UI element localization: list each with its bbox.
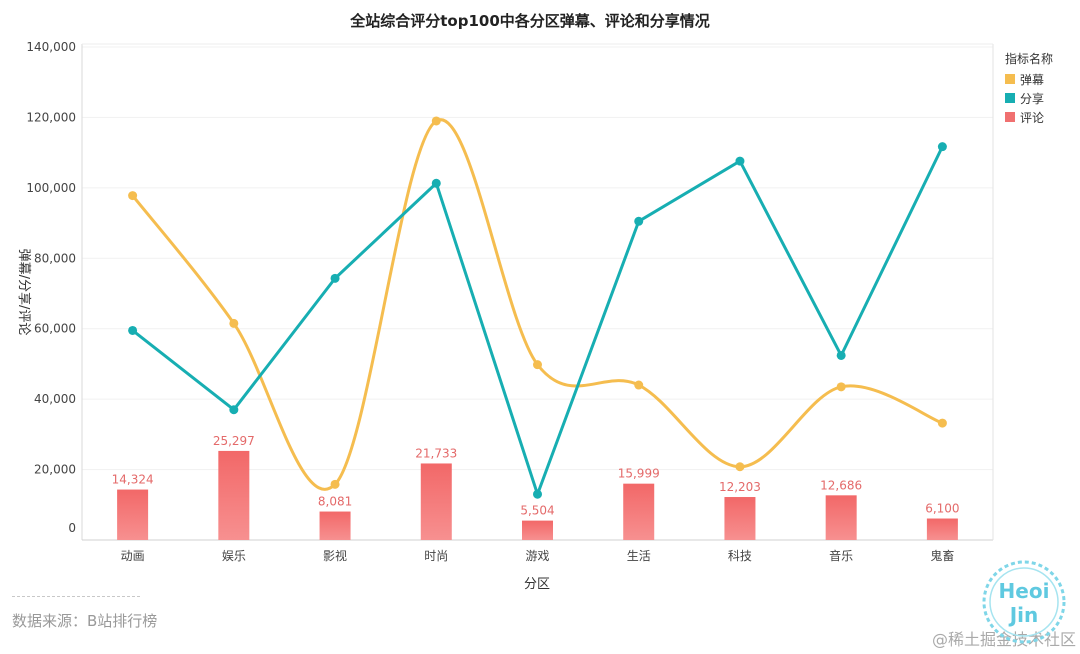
series-point bbox=[533, 360, 542, 370]
series-point bbox=[836, 382, 846, 392]
series-point bbox=[431, 178, 441, 188]
x-axis-ticks: 动画 娱乐 影视 时尚 游戏 生活 科技 音乐 鬼畜 bbox=[121, 548, 955, 563]
series-point bbox=[634, 380, 644, 390]
bar-data-label: 25,297 bbox=[213, 434, 255, 448]
y-axis-title: 弹幕/分享/评论 bbox=[16, 249, 32, 336]
series-point bbox=[229, 318, 239, 328]
logo-text-bottom: Jin bbox=[1008, 603, 1039, 627]
series-point bbox=[330, 273, 340, 283]
legend-title: 指标名称 bbox=[1005, 51, 1053, 66]
series-point bbox=[836, 350, 846, 360]
series-point bbox=[735, 462, 745, 472]
bar-data-label: 12,203 bbox=[719, 480, 761, 494]
x-tick-label: 时尚 bbox=[424, 549, 448, 563]
series-point bbox=[937, 142, 947, 152]
comment-bar bbox=[623, 483, 655, 540]
comment-bar bbox=[319, 511, 351, 540]
x-tick-label: 生活 bbox=[627, 549, 651, 563]
y-tick-label: 100,000 bbox=[26, 181, 76, 195]
series-point bbox=[229, 405, 239, 415]
site-watermark: @稀土掘金技术社区 bbox=[932, 630, 1077, 649]
y-tick-label: 80,000 bbox=[34, 251, 76, 265]
x-tick-label: 音乐 bbox=[829, 548, 853, 563]
series-point bbox=[128, 191, 138, 201]
x-tick-label: 游戏 bbox=[525, 549, 549, 563]
bar-data-label: 15,999 bbox=[618, 467, 660, 481]
series-point bbox=[431, 116, 441, 126]
x-tick-label: 娱乐 bbox=[222, 549, 246, 563]
series-point bbox=[735, 156, 745, 166]
y-tick-label: 0 bbox=[68, 521, 76, 535]
author-logo: Heoi Jin bbox=[982, 560, 1066, 644]
legend-label: 分享 bbox=[1020, 91, 1044, 106]
y-tick-label: 140,000 bbox=[26, 40, 76, 54]
y-tick-label: 40,000 bbox=[34, 392, 76, 406]
logo-text-top: Heoi bbox=[999, 579, 1050, 603]
comment-bar bbox=[117, 489, 149, 540]
y-axis-ticks: 0 20,000 40,000 60,000 80,000 100,000 120,000 1… bbox=[26, 40, 76, 535]
x-tick-label: 影视 bbox=[323, 548, 347, 563]
legend-swatch bbox=[1005, 74, 1015, 84]
x-tick-label: 鬼畜 bbox=[930, 548, 954, 563]
chart-title: 全站综合评分top100中各分区弹幕、评论和分享情况 bbox=[349, 12, 710, 30]
y-tick-label: 60,000 bbox=[34, 322, 76, 336]
series-point bbox=[128, 325, 138, 335]
comment-bar bbox=[218, 450, 250, 540]
x-tick-label: 科技 bbox=[728, 549, 752, 563]
legend-swatch bbox=[1005, 112, 1015, 122]
series-point bbox=[634, 216, 644, 226]
line-series bbox=[128, 116, 947, 499]
series-point bbox=[937, 418, 947, 428]
x-axis-title: 分区 bbox=[524, 577, 550, 592]
bar-data-label: 5,504 bbox=[520, 504, 554, 518]
bar-data-label: 12,686 bbox=[820, 478, 862, 492]
comment-bar bbox=[420, 463, 452, 540]
comment-bar bbox=[724, 497, 756, 540]
source-divider bbox=[12, 596, 140, 597]
legend-label: 弹幕 bbox=[1020, 73, 1044, 87]
y-tick-label: 20,000 bbox=[34, 463, 76, 477]
comment-bar bbox=[522, 520, 553, 540]
series-point bbox=[533, 489, 542, 499]
bar-data-label: 6,100 bbox=[925, 502, 959, 516]
y-tick-label: 120,000 bbox=[26, 110, 76, 124]
bar-data-label: 14,324 bbox=[112, 473, 154, 487]
bar-data-label: 8,081 bbox=[318, 495, 352, 509]
comment-bars: 14,324 25,297 8,081 21,733 5,504 15,999 12,203… bbox=[112, 434, 960, 540]
series-point bbox=[330, 479, 340, 489]
comment-bar bbox=[825, 495, 857, 540]
data-source-note: 数据来源：B站排行榜 bbox=[12, 612, 158, 630]
legend-label: 评论 bbox=[1020, 111, 1044, 125]
series-line-danmu bbox=[131, 118, 943, 491]
legend-swatch bbox=[1005, 93, 1015, 103]
bar-data-label: 21,733 bbox=[415, 446, 457, 460]
x-tick-label: 动画 bbox=[121, 549, 145, 563]
comment-bar bbox=[926, 518, 958, 540]
